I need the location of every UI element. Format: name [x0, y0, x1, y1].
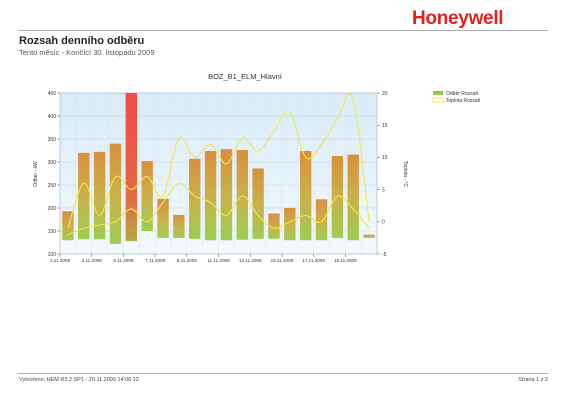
- y2-tick-label: 5: [382, 187, 385, 193]
- y2-tick-label: 0: [382, 220, 385, 226]
- y-tick-label: 400: [48, 114, 57, 120]
- bar-18.11.2009: [331, 156, 344, 238]
- y-axis-label: Odber - kW: [33, 161, 39, 187]
- x-tick-label: 7.11.2009: [145, 258, 166, 263]
- bar-10.11.2009: [204, 150, 217, 241]
- x-tick-label: 1.11.2009: [50, 258, 71, 263]
- bar-11.11.2009: [220, 149, 233, 241]
- y-tick-label: 200: [48, 206, 57, 212]
- bar-20.11.2009: [363, 234, 375, 238]
- y2-tick-label: 15: [382, 123, 388, 129]
- temp-min-line: [67, 182, 370, 236]
- y-tick-label: 350: [48, 137, 57, 143]
- legend-line-swatch: [432, 97, 444, 103]
- x-tick-label: 11.11.2009: [207, 258, 230, 263]
- y2-tick-label: 20: [382, 91, 388, 97]
- y2-axis-label: Teplota - °C: [402, 161, 408, 188]
- y2-tick-label: -5: [382, 252, 387, 258]
- grid-lines: [59, 92, 378, 255]
- bar-12.11.2009: [236, 150, 248, 240]
- bar-1.11.2009: [62, 211, 74, 241]
- report-title: Rozsah denního odběru: [19, 35, 145, 47]
- bar-13.11.2009: [252, 168, 264, 239]
- legend-line-label: Teplota Rozsah: [446, 98, 481, 104]
- header-divider: [18, 30, 548, 31]
- legend-bar-swatch: [433, 91, 443, 95]
- y-tick-label: 100: [48, 252, 57, 258]
- x-tick-label: 9.11.2009: [177, 258, 198, 263]
- temp-max-line: [67, 93, 370, 229]
- bar-3.11.2009: [93, 151, 106, 240]
- axes-group: 100 150 200 250 300 350 400 450 -5 0 5 10 15 20 1.11.2…: [48, 91, 388, 263]
- bar-16.11.2009: [299, 150, 312, 241]
- footer-divider: [18, 373, 548, 374]
- footer-page: Strana 1 z 2: [518, 377, 548, 383]
- bar-15.11.2009: [284, 208, 296, 241]
- x-tick-label: 15.11.2009: [271, 258, 294, 263]
- report-subtitle: Tento měsíc - Končící 30. listopadu 2009: [19, 48, 155, 57]
- legend-bar-label: Odběr Rozsah: [446, 91, 478, 97]
- temperature-lines: [67, 93, 370, 236]
- bar-14.11.2009: [268, 213, 280, 239]
- y-tick-label: 150: [48, 229, 57, 235]
- honeywell-logo: Honeywell: [412, 8, 504, 29]
- bar-17.11.2009: [315, 199, 328, 241]
- bar-5.11.2009: [125, 93, 138, 242]
- x-tick-label: 5.11.2009: [113, 258, 134, 263]
- bar-4.11.2009: [109, 143, 122, 244]
- legend: Odběr Rozsah Teplota Rozsah: [432, 91, 481, 104]
- bars-group: [62, 93, 375, 244]
- bar-2.11.2009: [78, 152, 90, 240]
- x-tick-label: 19.11.2009: [334, 258, 357, 263]
- y2-tick-label: 10: [382, 155, 388, 161]
- bar-7.11.2009: [157, 198, 169, 238]
- footer-created: Vytvořeno: HEM R3.2 SP1 - 20.11.2009 14:…: [19, 377, 139, 383]
- bar-19.11.2009: [347, 154, 359, 241]
- bar-9.11.2009: [189, 158, 201, 239]
- x-tick-label: 3.11.2009: [82, 258, 103, 263]
- x-tick-label: 13.11.2009: [239, 258, 262, 263]
- y-tick-label: 450: [48, 91, 57, 97]
- y-tick-label: 250: [48, 183, 57, 189]
- y-tick-label: 300: [48, 160, 57, 166]
- chart-title: BOZ_B1_ELM_Hlavní: [208, 72, 283, 81]
- bar-6.11.2009: [141, 161, 153, 231]
- x-tick-label: 17.11.2009: [302, 258, 325, 263]
- bar-8.11.2009: [173, 214, 185, 238]
